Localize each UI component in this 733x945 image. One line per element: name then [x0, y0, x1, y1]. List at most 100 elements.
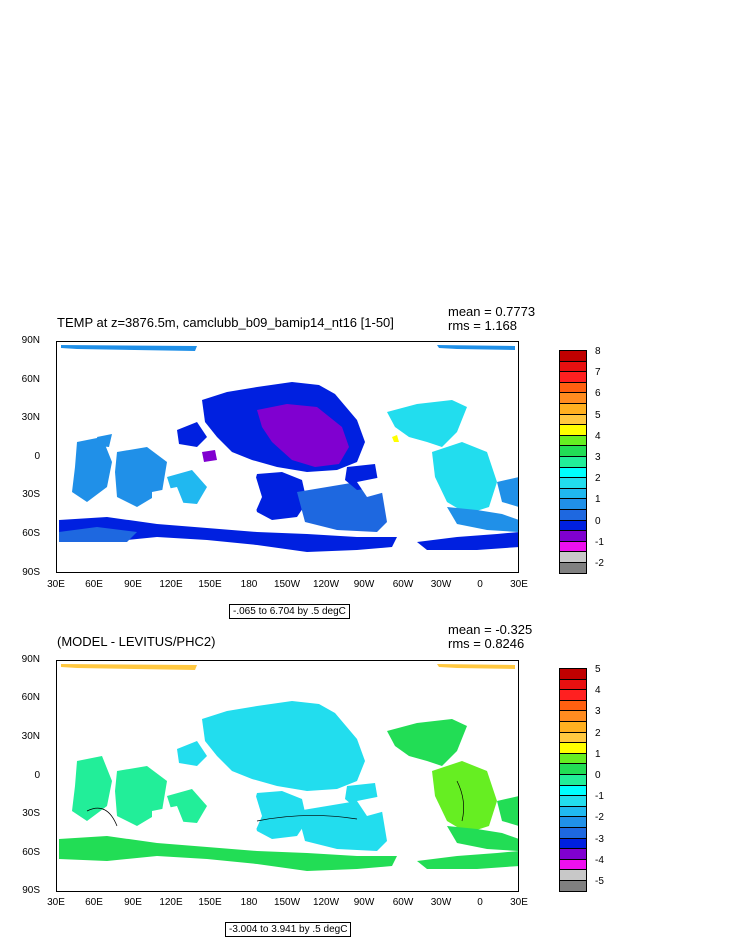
- lon-label: 60E: [85, 897, 103, 908]
- lat-label: 90N: [21, 654, 40, 665]
- lat-label: 30N: [21, 412, 40, 423]
- lat-label: 30S: [22, 489, 40, 500]
- colorbar-label: 1: [595, 494, 601, 506]
- colorbar-label: 0: [595, 515, 601, 527]
- mean-value: mean = -0.325: [448, 622, 533, 637]
- colorbar-label: 8: [595, 346, 601, 357]
- ocean-region: [252, 472, 307, 520]
- lon-label: 30W: [430, 897, 452, 908]
- contour-line: [86, 807, 118, 827]
- ocean-region: [97, 434, 112, 447]
- ocean-region: [202, 450, 217, 462]
- land-mask: [152, 487, 187, 520]
- lon-label: 60E: [85, 579, 103, 590]
- lat-label: 0: [34, 770, 40, 781]
- rms-value: rms = 1.168: [448, 318, 518, 333]
- ocean-region: [297, 482, 387, 532]
- lon-label: 120W: [312, 897, 340, 908]
- lon-label: 30E: [510, 897, 528, 908]
- lon-label: 0: [477, 579, 483, 590]
- ocean-region: [497, 477, 518, 507]
- colorbar-swatch: [559, 562, 587, 574]
- colorbar-label: 0: [595, 770, 601, 781]
- lat-label: 30S: [22, 808, 40, 819]
- ocean-region: [387, 400, 467, 447]
- colorbar-label: -2: [595, 558, 604, 569]
- difference-map: [56, 660, 519, 892]
- ocean-region: [59, 517, 397, 552]
- lon-label: 60W: [392, 897, 414, 908]
- colorbar-label: 5: [595, 664, 601, 675]
- ocean-region: [437, 664, 515, 669]
- colorbar-label: 4: [595, 685, 601, 697]
- colorbar-label: -1: [595, 536, 604, 548]
- colorbar-label: -5: [595, 876, 604, 887]
- lon-label: 90W: [353, 579, 375, 590]
- land-mask: [152, 806, 187, 839]
- ocean-region: [61, 664, 197, 670]
- ocean-region: [177, 741, 207, 766]
- ocean-region: [387, 719, 467, 766]
- ocean-region: [392, 435, 399, 442]
- lon-label: 30W: [430, 579, 452, 590]
- ocean-region: [297, 801, 387, 851]
- lon-label: 120E: [159, 897, 183, 908]
- ocean-region: [432, 761, 497, 833]
- rms-value: rms = 0.8246: [448, 636, 525, 651]
- lon-label: 180: [240, 897, 258, 908]
- colorbar-label: 2: [595, 473, 601, 485]
- lon-label: 90W: [353, 897, 375, 908]
- lat-label: 30N: [21, 731, 40, 742]
- colorbar-label: 7: [595, 367, 601, 379]
- ocean-region: [447, 507, 518, 532]
- land-mask: [357, 796, 385, 816]
- colorbar-label: 3: [595, 706, 601, 718]
- lon-label: 150W: [273, 579, 301, 590]
- contour-range-label: -3.004 to 3.941 by .5 degC: [225, 922, 352, 937]
- colorbar-label: 6: [595, 388, 601, 400]
- lat-label: 0: [34, 451, 40, 462]
- contour-line: [456, 780, 464, 822]
- mean-value: mean = 0.7773: [448, 304, 536, 319]
- lon-label: 60W: [392, 579, 414, 590]
- ocean-region: [257, 404, 349, 467]
- colorbar-label: -3: [595, 833, 604, 845]
- colorbar-label: -1: [595, 791, 604, 803]
- lon-label: 180: [240, 579, 258, 590]
- ocean-region: [447, 826, 518, 851]
- contour-line: [256, 815, 358, 822]
- lon-label: 150E: [198, 897, 222, 908]
- ocean-region: [72, 437, 112, 502]
- land-mask: [217, 474, 262, 522]
- ocean-region: [61, 345, 197, 351]
- lat-label: 90S: [22, 885, 40, 896]
- lon-label: 150W: [273, 897, 301, 908]
- ocean-region: [417, 851, 518, 869]
- panel-title: (MODEL - LEVITUS/PHC2): [57, 634, 216, 649]
- land-mask: [217, 793, 262, 841]
- lat-label: 90N: [21, 335, 40, 346]
- land-mask: [357, 477, 385, 497]
- ocean-region: [59, 527, 137, 542]
- ocean-region: [497, 796, 518, 826]
- ocean-region: [72, 756, 112, 821]
- lon-label: 30E: [47, 579, 65, 590]
- colorbar-swatch: [559, 880, 587, 892]
- panel-title: TEMP at z=3876.5m, camclubb_b09_bamip14_…: [57, 315, 394, 330]
- temperature-map: [56, 341, 519, 573]
- lon-label: 90E: [124, 579, 142, 590]
- lon-label: 120E: [159, 579, 183, 590]
- colorbar-label: 3: [595, 452, 601, 463]
- colorbar-label: 1: [595, 748, 601, 760]
- colorbar-label: 2: [595, 727, 601, 739]
- lat-label: 60S: [22, 847, 40, 858]
- colorbar-label: -2: [595, 812, 604, 824]
- lon-label: 120W: [312, 579, 340, 590]
- ocean-region: [177, 422, 207, 447]
- lat-label: 90S: [22, 567, 40, 578]
- lon-label: 0: [477, 897, 483, 908]
- ocean-region: [437, 345, 515, 350]
- colorbar-label: 5: [595, 409, 601, 421]
- lat-label: 60N: [21, 692, 40, 703]
- contour-range-label: -.065 to 6.704 by .5 degC: [229, 604, 350, 619]
